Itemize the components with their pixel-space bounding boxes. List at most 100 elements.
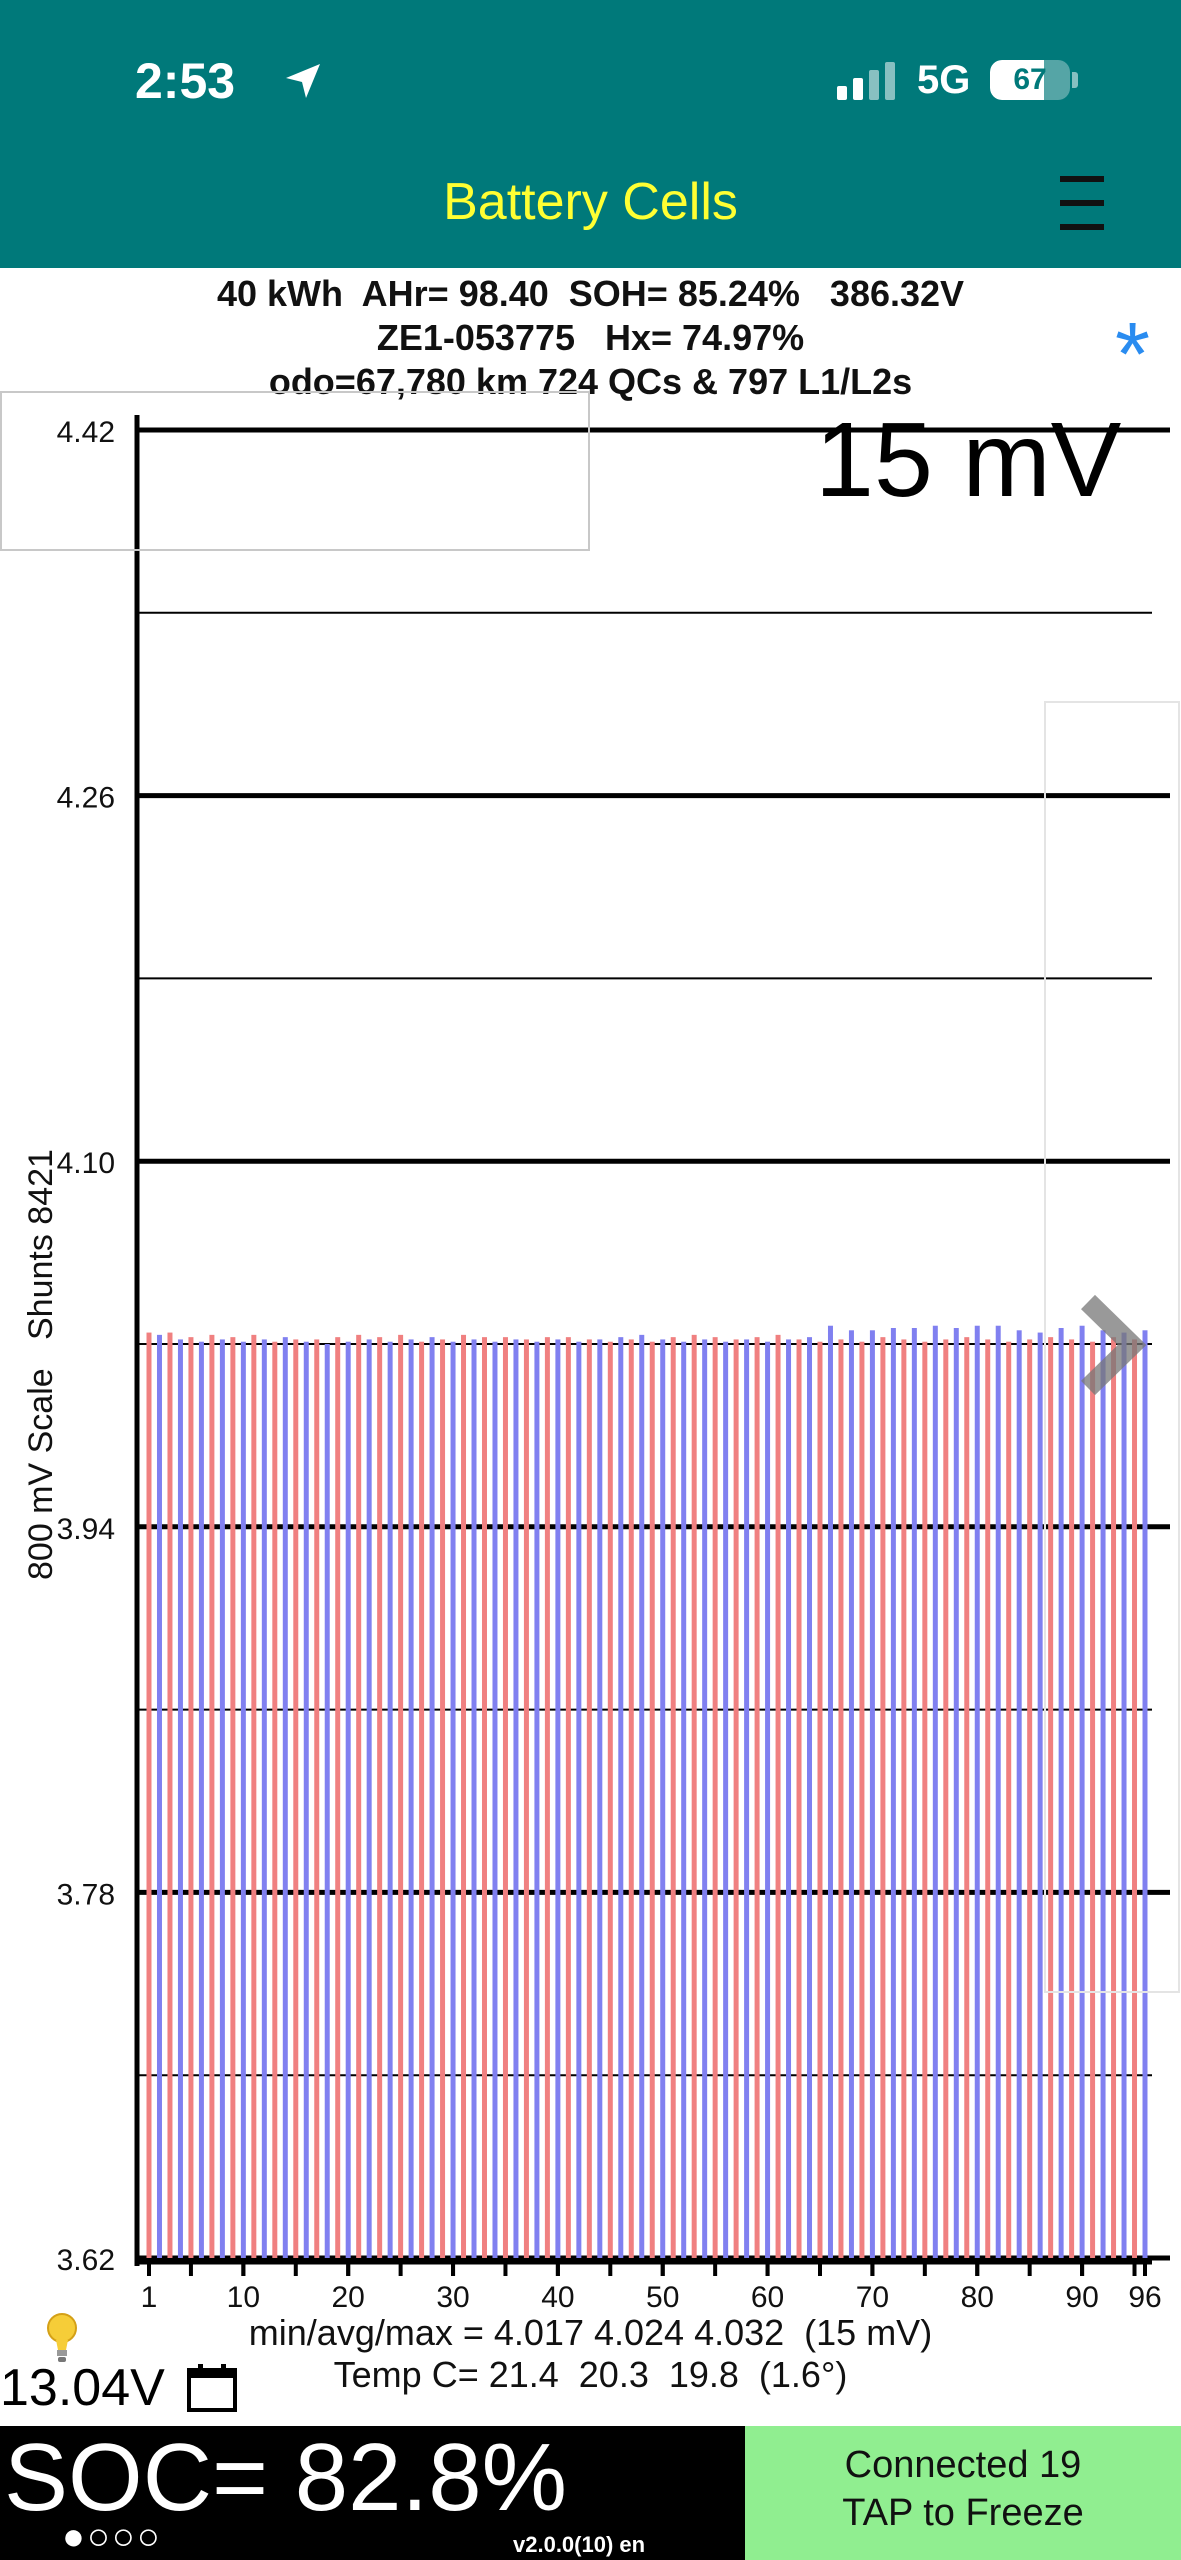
cell-bar [324,1344,330,2258]
menu-icon-bar [1060,200,1104,206]
cell-bar [261,1339,267,2258]
cell-bar [440,1339,446,2258]
cell-bar [765,1341,771,2258]
cell-bar [534,1341,540,2258]
cell-bar [565,1337,571,2258]
y-tick-label: 4.26 [57,782,115,815]
cell-bar [744,1339,750,2258]
page-indicator[interactable]: ●○○○ [62,2516,162,2558]
cell-bar [995,1325,1001,2258]
cell-bar [408,1339,414,2258]
star-icon[interactable]: * [1115,305,1151,405]
cell-bar [471,1339,477,2258]
cell-bar [796,1339,802,2258]
cell-bar [827,1325,833,2258]
cell-bar [848,1330,854,2258]
cell-bar [209,1334,215,2258]
menu-button[interactable] [1056,168,1110,238]
info-odometer-line: odo=67,780 km 724 QCs & 797 L1/L2s [268,361,913,402]
cell-bar [754,1337,760,2258]
cell-bar [1121,1332,1127,2258]
connection-status-button[interactable]: Connected 19 TAP to Freeze [745,2426,1181,2560]
cell-voltage-chart: 4.42 4.26 4.10 3.94 3.78 3.62 1 10 20 30 40 50 60 70 8… [0,391,1180,2314]
battery-fill [990,60,1044,100]
cell-bar [733,1339,739,2258]
cell-bar [219,1339,225,2258]
y-tick-label: 4.42 [57,416,115,449]
min-avg-max-stats: min/avg/max = 4.017 4.024 4.032 (15 mV) [248,2312,933,2353]
aux-battery-voltage: 13.04V [0,2359,165,2417]
app-version: v2.0.0(10) en [513,2532,646,2557]
top-left-overlay-box [0,391,590,551]
cell-bar [691,1334,697,2258]
cell-bar [1142,1330,1148,2258]
cell-bar [869,1330,875,2258]
cell-bar [345,1341,351,2258]
x-tick-label: 30 [436,2281,469,2314]
bar-layer [146,1325,1148,2258]
x-tick-label: 96 [1128,2281,1161,2314]
y-tick-label: 3.78 [57,1878,115,1911]
cell-bar [282,1337,288,2258]
cell-bar [146,1332,152,2258]
cell-bar [314,1339,320,2258]
x-tick-label: 90 [1065,2281,1098,2314]
cell-bar [681,1341,687,2258]
chevron-right-icon[interactable] [1081,1294,1147,1396]
cell-bar [450,1341,456,2258]
cell-bar [156,1334,162,2258]
y-tick-label: 3.94 [57,1513,115,1546]
soc-panel: SOC= 82.8% ●○○○ v2.0.0(10) en [0,2426,745,2560]
cell-bar [618,1337,624,2258]
cell-bar [481,1337,487,2258]
x-tick-label: 1 [141,2281,158,2314]
cell-bar [387,1341,393,2258]
cell-bar [1090,1341,1096,2258]
cell-bar [188,1337,194,2258]
cell-bar [1111,1337,1117,2258]
cell-bar [1079,1325,1085,2258]
cell-bar [922,1341,928,2258]
battery-icon: 67 [990,60,1070,100]
cell-bar [660,1339,666,2258]
cell-bar [607,1341,613,2258]
cell-bar [303,1341,309,2258]
cell-bar [555,1339,561,2258]
cell-bar [230,1337,236,2258]
overlay-layer [0,391,1180,1993]
cell-bar [859,1341,865,2258]
network-type: 5G [917,58,971,102]
cell-bar [807,1337,813,2258]
x-tick-label: 10 [227,2281,260,2314]
battery-nub [1072,72,1078,88]
cell-bar [1048,1337,1054,2258]
cell-bar [838,1339,844,2258]
x-tick-label: 80 [961,2281,994,2314]
cell-bar [377,1337,383,2258]
cell-bar [429,1337,435,2258]
menu-icon-bar [1060,176,1104,182]
x-tick-label: 60 [751,2281,784,2314]
cell-bar [1132,1339,1138,2258]
connection-status: Connected 19 [844,2444,1082,2486]
cell-bar [366,1339,372,2258]
menu-icon-bar [1060,224,1104,230]
cell-bar [901,1339,907,2258]
cell-bar [712,1337,718,2258]
cell-bar [419,1341,425,2258]
cell-bar [911,1328,917,2258]
temperature-stats: Temp C= 21.4 20.3 19.8 (1.6°) [333,2354,848,2395]
lightbulb-icon[interactable] [44,2312,80,2366]
x-tick-label: 40 [541,2281,574,2314]
cell-bar [586,1339,592,2258]
cell-bar [576,1341,582,2258]
status-bar: 2:53 5G 67 [0,0,1181,150]
cell-bar [974,1325,980,2258]
calendar-icon[interactable] [186,2362,238,2412]
cell-bar [628,1339,634,2258]
cell-bar [1016,1330,1022,2258]
cell-bar [198,1341,204,2258]
cell-bar [890,1328,896,2258]
cell-bar [177,1339,183,2258]
cell-bar [240,1341,246,2258]
